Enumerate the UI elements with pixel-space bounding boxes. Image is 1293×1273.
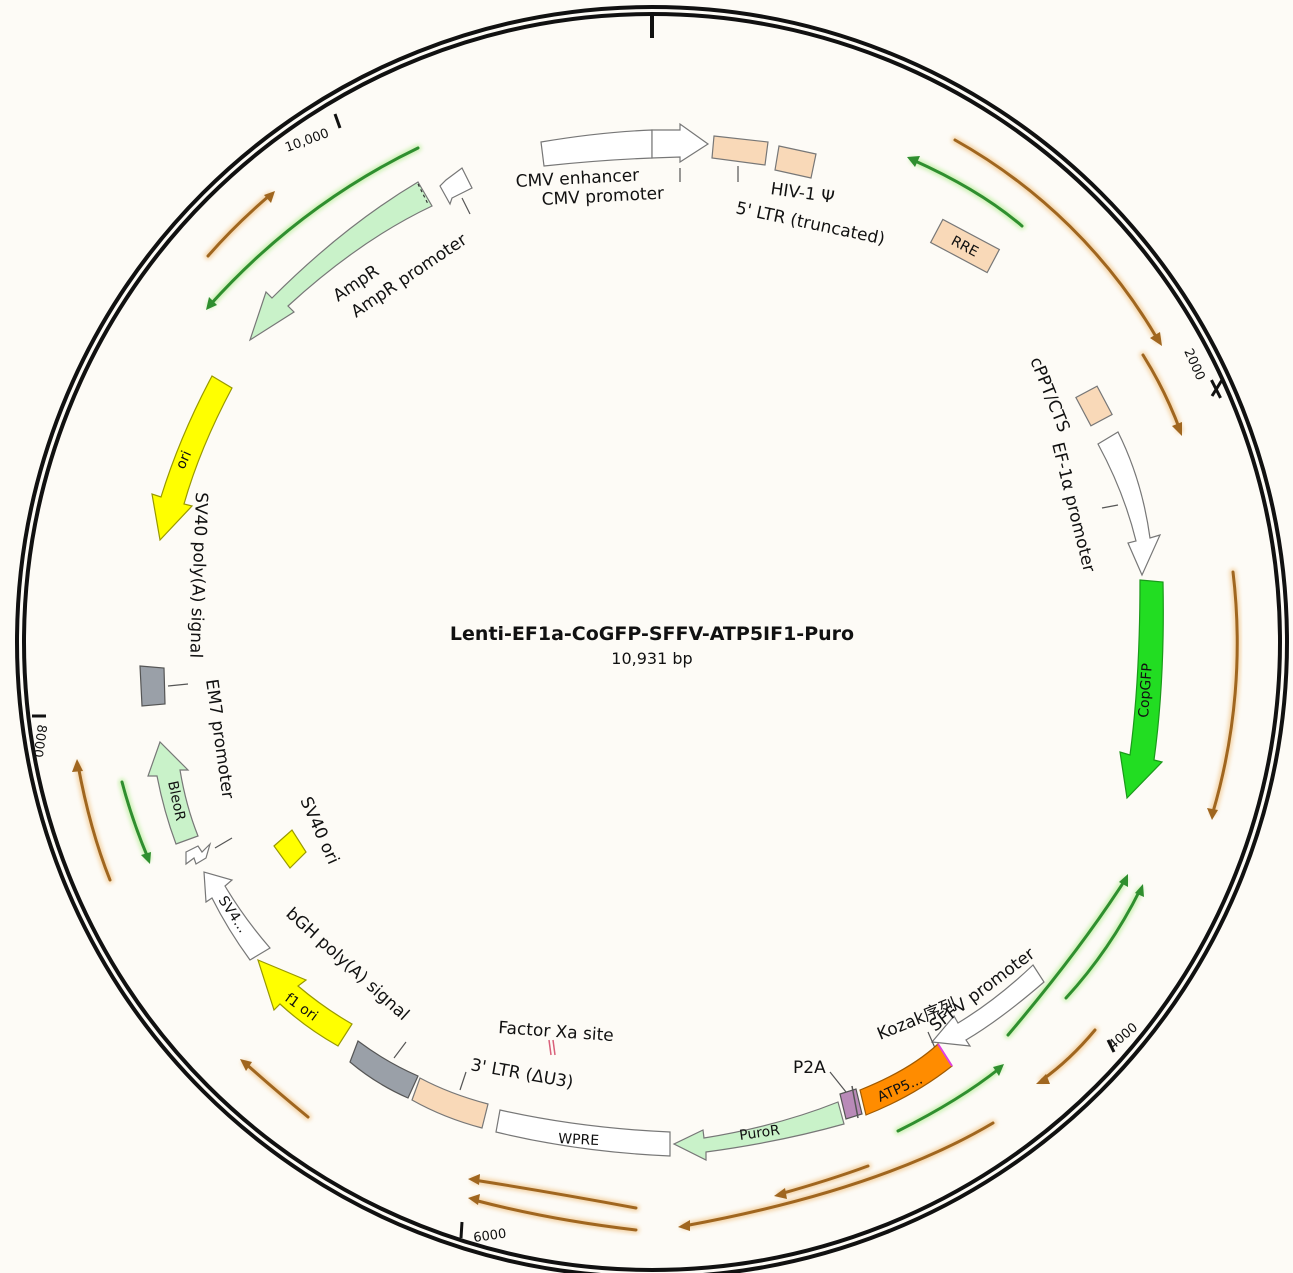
primer-9 [240, 1059, 312, 1121]
plasmid-size: 10,931 bp [611, 649, 692, 668]
feature-atp5: ATP5... [859, 1043, 953, 1116]
primer-green-3 [1004, 874, 1129, 1039]
feature-cppt [1075, 385, 1113, 427]
primer-3 [1207, 568, 1241, 820]
svg-text:ori: ori [173, 448, 195, 471]
feature-puror: PuroR [672, 1101, 845, 1161]
primer-6 [774, 1162, 872, 1199]
feature-f1ori: f1 ori [257, 958, 353, 1047]
feature-sffv [930, 964, 1045, 1047]
svg-text:CopGFP: CopGFP [1136, 663, 1156, 719]
backbone-outer-ring [15, 5, 1289, 1273]
label-hiv-psi: HIV-1 Ψ [769, 179, 835, 208]
feature-sv40pa [139, 665, 166, 707]
label-ltr5: 5' LTR (truncated) [734, 198, 887, 249]
tick-mark-4000 [1106, 1039, 1116, 1053]
primer-arrows-green [118, 144, 1144, 1135]
primer-5 [678, 1119, 997, 1231]
feature-cmv-enhancer [540, 129, 653, 167]
primer-10 [72, 759, 114, 884]
primer-green-4 [1062, 884, 1144, 1002]
primer-11 [204, 191, 275, 260]
feature-ampr [248, 181, 433, 342]
primer-1 [951, 136, 1162, 346]
tick-mark-6000 [459, 1221, 464, 1239]
feature-ef1a [1097, 431, 1162, 577]
tick-mark-10000 [333, 113, 342, 129]
feature-em7 [185, 841, 212, 866]
feature-ltr5 [711, 135, 769, 166]
primer-green-5 [894, 1064, 1004, 1135]
feature-sv4: SV4... [203, 871, 271, 961]
primer-2 [1139, 351, 1184, 436]
feature-cmv [540, 122, 710, 167]
svg-text:WPRE: WPRE [558, 1131, 600, 1149]
label-factor-xa: Factor Xa site [498, 1018, 615, 1046]
feature-wpre: WPRE [495, 1109, 671, 1157]
tick-label-2000: 2000 [1180, 347, 1207, 383]
svg-text:PuroR: PuroR [738, 1122, 781, 1144]
label-ltr3: 3' LTR (ΔU3) [469, 1055, 575, 1093]
backbone-inner-ring [22, 12, 1282, 1272]
tick-label-8000: 8000 [29, 723, 48, 758]
feature-ampr-promoter [439, 167, 473, 206]
primer-arrows-orange [72, 136, 1241, 1234]
feature-ori: ori [151, 375, 233, 542]
label-cppt: cPPT/CTS [1025, 354, 1073, 435]
feature-cmv-promoter [651, 122, 710, 164]
feature-copgfp: CopGFP [1119, 579, 1164, 800]
tick-label-6000: 6000 [472, 1227, 507, 1246]
plasmid-name: Lenti-EF1a-CoGFP-SFFV-ATP5IF1-Puro [450, 623, 854, 645]
feature-hiv-psi [774, 145, 817, 179]
primer-green-6 [118, 778, 152, 864]
label-p2a: P2A [793, 1058, 826, 1078]
primer-green-2 [206, 144, 422, 310]
primer-8 [468, 1194, 640, 1234]
feature-bleor: BleoR [147, 740, 199, 845]
primer-7 [468, 1174, 640, 1212]
label-ef1a: EF-1α promoter [1047, 440, 1099, 574]
feature-sv40ori [273, 829, 307, 869]
label-sv40pa: SV40 poly(A) signal [185, 492, 211, 659]
feature-rre: RRE [929, 218, 1001, 274]
tick-label-4000: 4000 [1106, 1020, 1141, 1053]
feature-p2a [839, 1088, 863, 1120]
primer-4 [1036, 1026, 1099, 1084]
label-em7: EM7 promoter [201, 678, 238, 800]
label-sv40ori: SV40 ori [295, 794, 342, 868]
feature-ltr3 [411, 1077, 489, 1129]
feature-bgh [349, 1040, 419, 1099]
tick-mark-2000 [1210, 379, 1224, 397]
primer-green-1 [907, 156, 1026, 230]
